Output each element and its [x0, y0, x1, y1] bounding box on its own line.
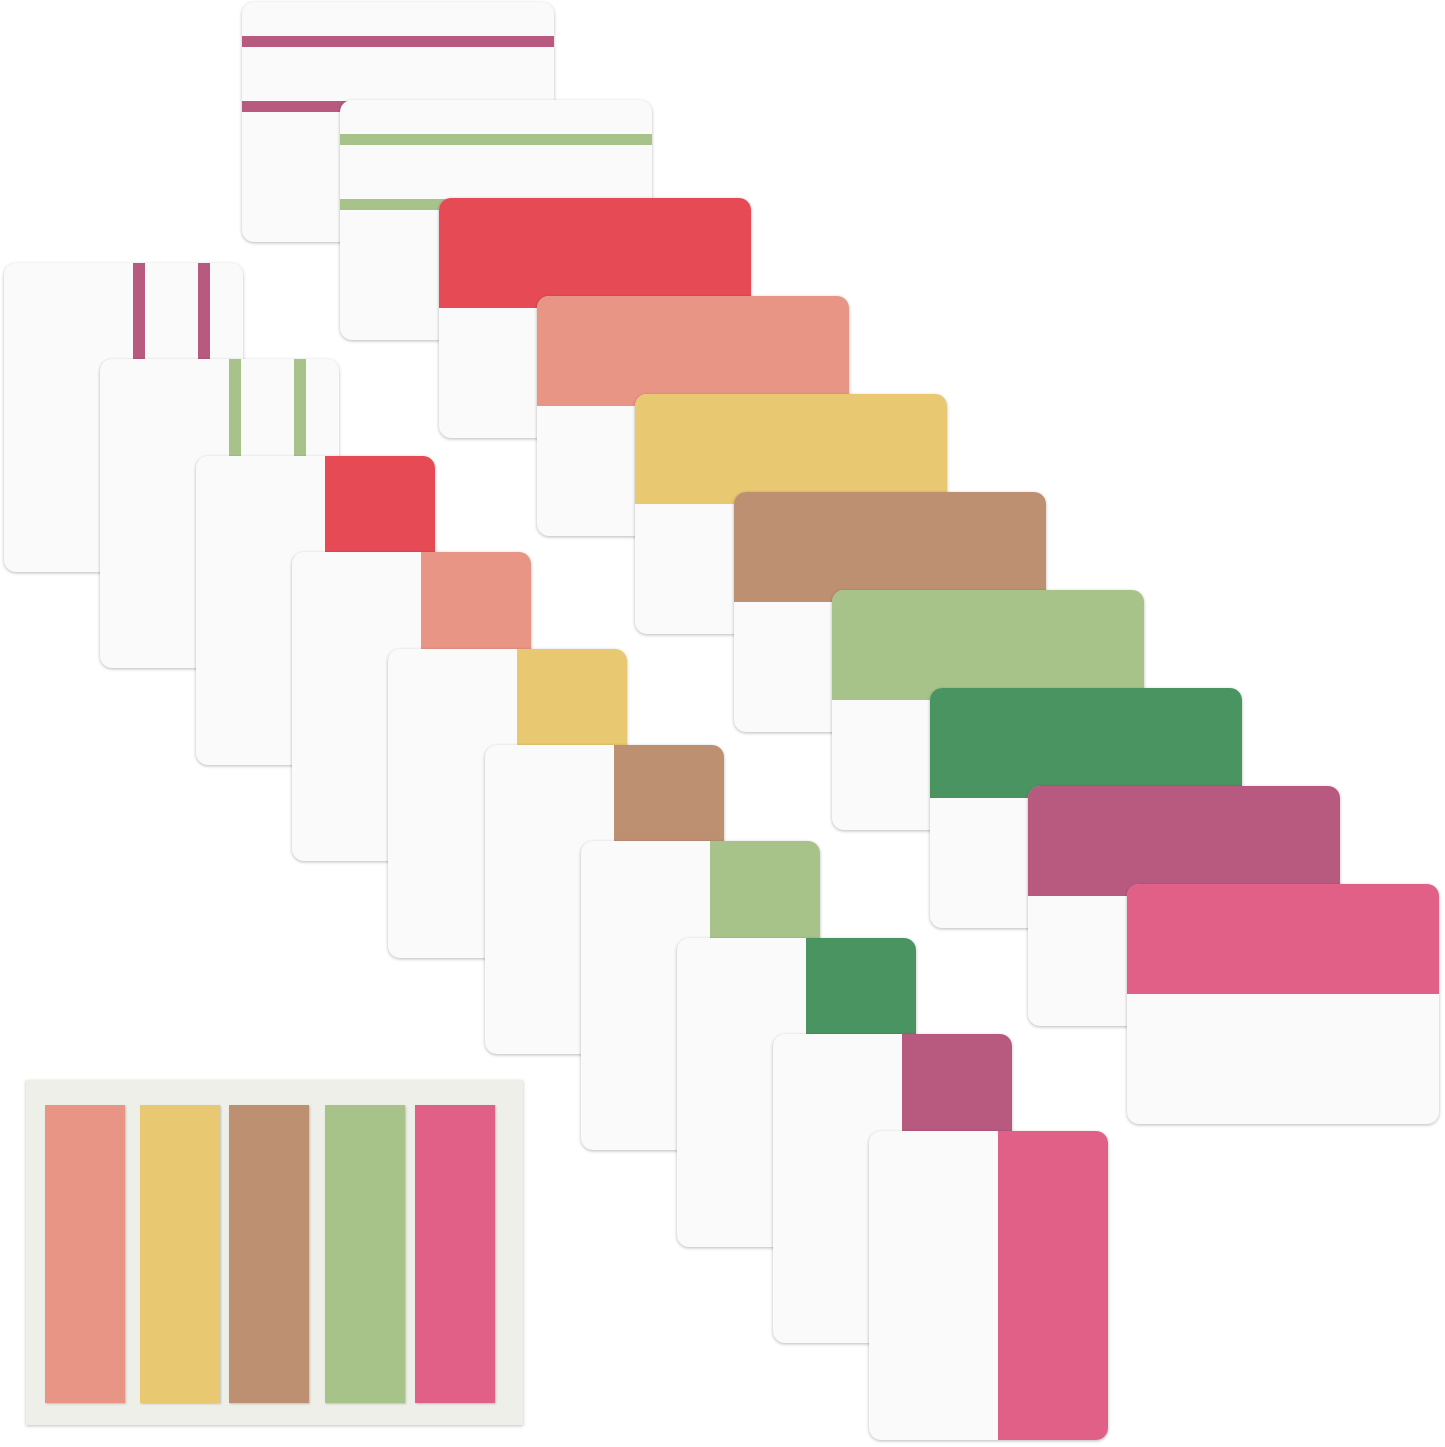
tab-color-band [831, 590, 1144, 700]
page-flag [45, 1105, 125, 1403]
tab-color-band [733, 492, 1046, 602]
tab-color-band [635, 394, 948, 504]
tab-color-band [438, 198, 751, 308]
tab-stripe [242, 36, 554, 47]
page-flag [415, 1105, 495, 1403]
page-flag [229, 1105, 309, 1403]
tab-color-band [1028, 786, 1341, 896]
tab-stripe [340, 134, 653, 145]
flag-dispenser [26, 1080, 523, 1425]
tab-color-band [536, 296, 849, 406]
page-flag [140, 1105, 220, 1403]
tab-color-band [930, 688, 1243, 798]
vertical-tab [868, 1130, 1108, 1440]
page-flag [325, 1105, 405, 1403]
tab-color-band [997, 1130, 1108, 1440]
horizontal-tab [1126, 884, 1439, 1124]
tab-color-band [1126, 884, 1439, 994]
